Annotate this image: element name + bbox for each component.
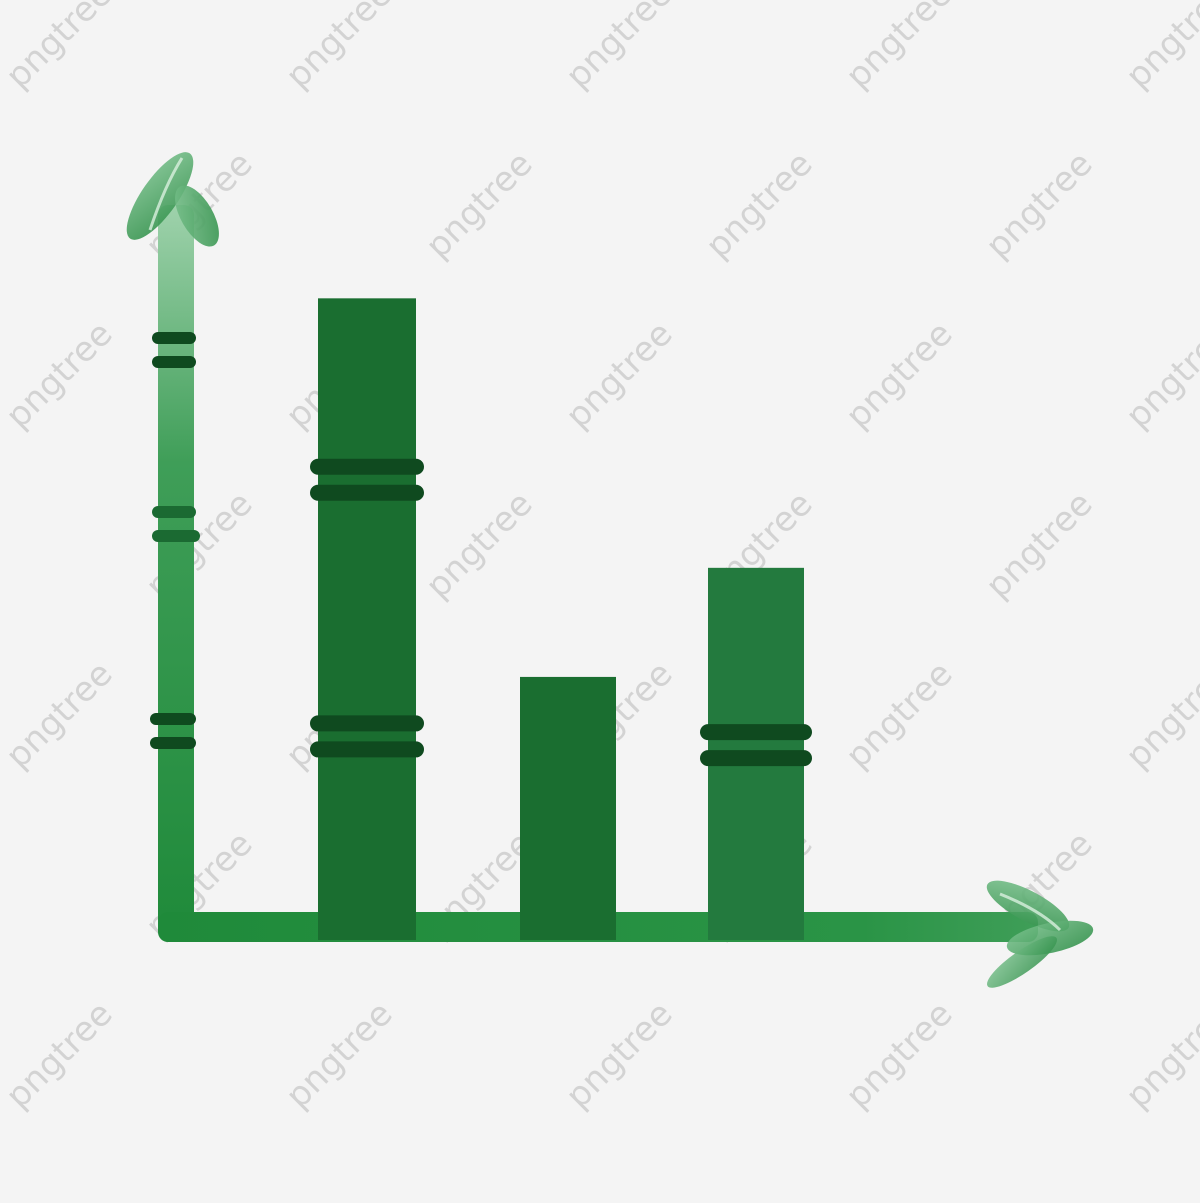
watermark-text: pngtree [558,994,680,1116]
bar-1 [310,298,424,940]
watermark-text: pngtree [978,484,1100,606]
bars-layer [310,298,812,940]
bamboo-node [700,724,812,741]
y-axis-node [152,506,200,542]
bamboo-node [310,715,424,732]
watermark-text: pngtree [698,144,820,266]
watermark-text: pngtree [278,994,400,1116]
watermark-text: pngtree [278,0,400,96]
bamboo-node [310,458,424,475]
watermark-text: pngtree [838,994,960,1116]
watermark-text: pngtree [838,0,960,96]
y-axis-node [152,332,196,368]
watermark-text: pngtree [558,314,680,436]
y-axis-stalk [158,205,194,940]
bamboo-node [700,750,812,767]
watermark-text: pngtree [0,314,120,436]
x-axis [158,880,1094,988]
watermark-text: pngtree [838,654,960,776]
watermark-text: pngtree [558,0,680,96]
watermark-text: pngtree [1118,654,1200,776]
watermark-text: pngtree [1118,0,1200,96]
watermark-text: pngtree [838,314,960,436]
watermark-text: pngtree [418,144,540,266]
bar-3 [700,567,812,940]
bamboo-node [310,484,424,501]
bamboo-leaf-icon [986,880,1094,988]
y-axis [126,152,219,940]
watermark-text: pngtree [418,484,540,606]
watermark-text: pngtree [1118,994,1200,1116]
bamboo-node [310,741,424,758]
bar-rect [318,298,416,940]
watermark-text: pngtree [0,654,120,776]
bar-2 [520,676,616,940]
bar-rect [520,676,616,940]
watermark-text: pngtree [138,484,260,606]
bamboo-leaf-icon [126,152,219,247]
watermark-text: pngtree [1118,314,1200,436]
watermark-text: pngtree [0,994,120,1116]
watermark-text: pngtree [0,0,120,96]
watermark-text: pngtree [978,144,1100,266]
y-axis-node [150,713,196,749]
